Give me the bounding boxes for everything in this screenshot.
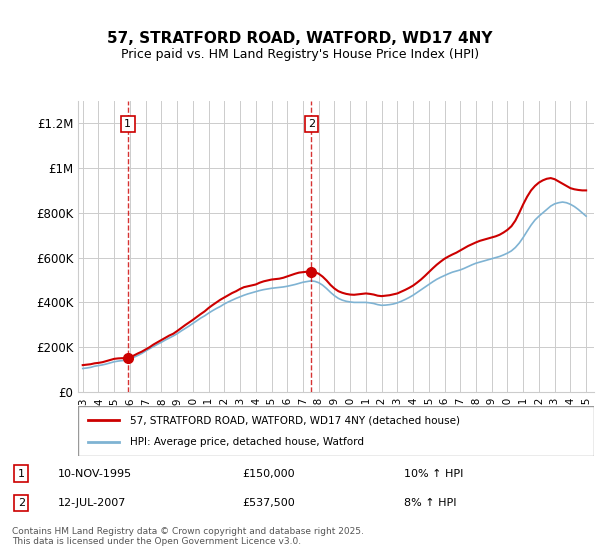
Text: 57, STRATFORD ROAD, WATFORD, WD17 4NY: 57, STRATFORD ROAD, WATFORD, WD17 4NY (107, 31, 493, 46)
Text: 12-JUL-2007: 12-JUL-2007 (58, 498, 127, 508)
Text: Price paid vs. HM Land Registry's House Price Index (HPI): Price paid vs. HM Land Registry's House … (121, 48, 479, 60)
Text: 10% ↑ HPI: 10% ↑ HPI (404, 469, 463, 479)
Text: 8% ↑ HPI: 8% ↑ HPI (404, 498, 456, 508)
Text: 10-NOV-1995: 10-NOV-1995 (58, 469, 132, 479)
Text: 1: 1 (18, 469, 25, 479)
Text: 2: 2 (308, 119, 315, 129)
Text: 57, STRATFORD ROAD, WATFORD, WD17 4NY (detached house): 57, STRATFORD ROAD, WATFORD, WD17 4NY (d… (130, 415, 460, 425)
Text: Contains HM Land Registry data © Crown copyright and database right 2025.
This d: Contains HM Land Registry data © Crown c… (12, 526, 364, 546)
Text: £150,000: £150,000 (242, 469, 295, 479)
Text: HPI: Average price, detached house, Watford: HPI: Average price, detached house, Watf… (130, 437, 364, 447)
Text: 2: 2 (18, 498, 25, 508)
FancyBboxPatch shape (78, 406, 594, 456)
Text: 1: 1 (124, 119, 131, 129)
Text: £537,500: £537,500 (242, 498, 295, 508)
